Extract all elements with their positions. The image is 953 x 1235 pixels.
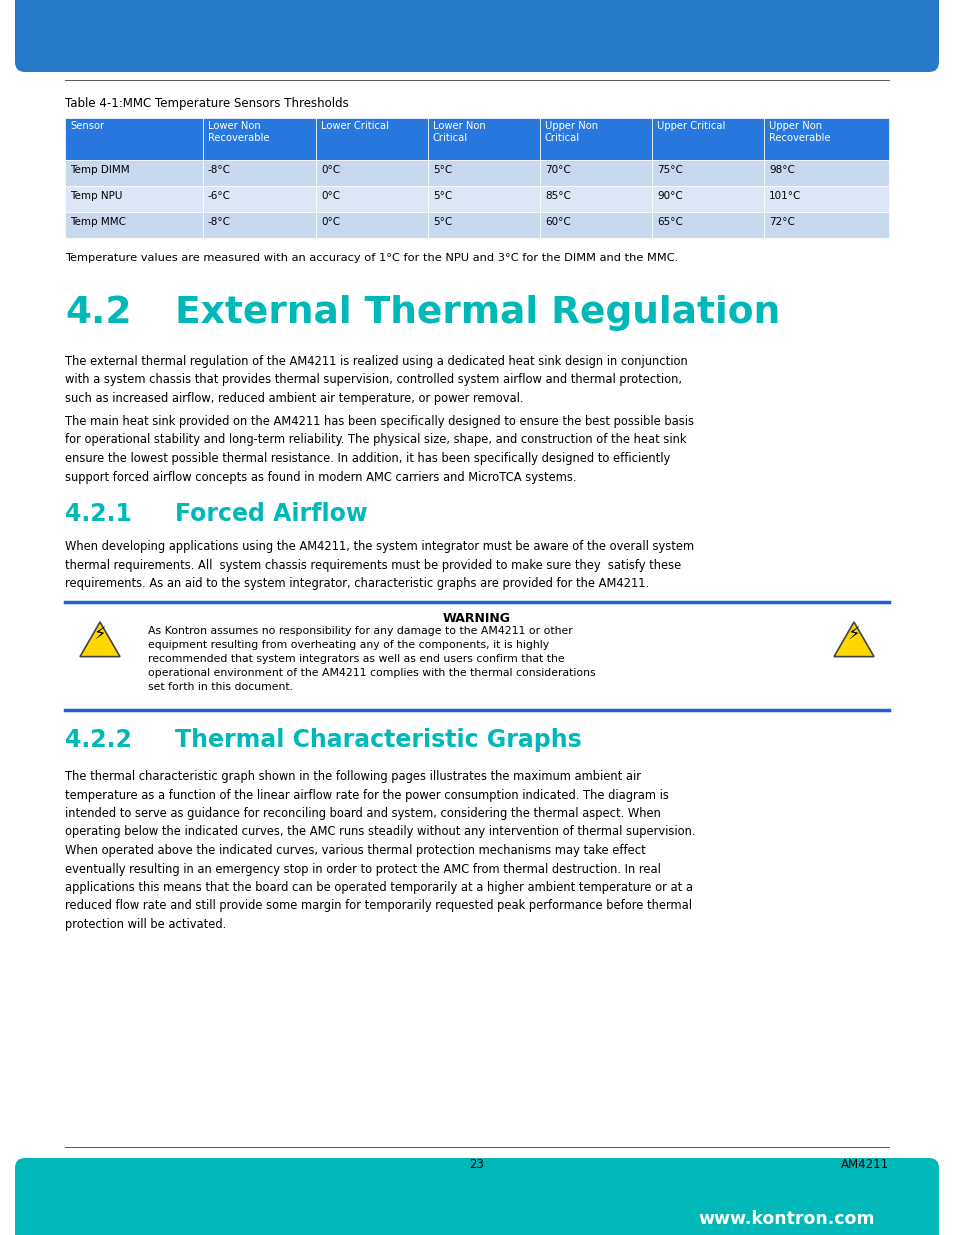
Polygon shape [80,622,120,657]
Text: -8°C: -8°C [208,217,231,227]
Bar [65,119,203,161]
Bar [315,119,428,161]
Text: 75°C: 75°C [657,165,682,175]
Text: AM4211: AM4211 [840,1158,888,1171]
Bar [651,212,763,238]
Text: 5°C: 5°C [433,217,452,227]
Text: The thermal characteristic graph shown in the following pages illustrates the ma: The thermal characteristic graph shown i… [65,769,695,931]
Bar [428,119,539,161]
Text: Table 4-1:MMC Temperature Sensors Thresholds: Table 4-1:MMC Temperature Sensors Thresh… [65,98,349,110]
Text: Upper Non
Recoverable: Upper Non Recoverable [768,121,830,143]
Text: WARNING: WARNING [442,613,511,625]
Text: 4.2: 4.2 [65,295,132,331]
Text: Sensor: Sensor [70,121,104,131]
Bar [763,161,888,186]
Text: www.kontron.com: www.kontron.com [698,1210,874,1228]
Text: 23: 23 [469,1158,484,1171]
Bar [315,212,428,238]
Bar [428,186,539,212]
Text: Temperature values are measured with an accuracy of 1°C for the NPU and 3°C for : Temperature values are measured with an … [65,253,678,263]
Text: Temp MMC: Temp MMC [70,217,126,227]
Bar [539,186,651,212]
Text: Forced Airflow: Forced Airflow [174,501,367,526]
Text: 0°C: 0°C [320,217,340,227]
Text: Upper Non
Critical: Upper Non Critical [544,121,598,143]
Bar [428,212,539,238]
Text: The main heat sink provided on the AM4211 has been specifically designed to ensu: The main heat sink provided on the AM421… [65,415,693,483]
Text: Thermal Characteristic Graphs: Thermal Characteristic Graphs [174,727,581,752]
Text: 90°C: 90°C [657,191,682,201]
Text: 101°C: 101°C [768,191,801,201]
Text: The external thermal regulation of the AM4211 is realized using a dedicated heat: The external thermal regulation of the A… [65,354,687,405]
Bar [539,212,651,238]
Bar [203,161,315,186]
Bar [763,186,888,212]
Text: When developing applications using the AM4211, the system integrator must be awa: When developing applications using the A… [65,540,694,590]
Text: 0°C: 0°C [320,165,340,175]
Text: 98°C: 98°C [768,165,794,175]
Text: -6°C: -6°C [208,191,231,201]
Polygon shape [833,622,873,657]
Bar [315,161,428,186]
Bar [203,119,315,161]
Text: 5°C: 5°C [433,191,452,201]
Text: 85°C: 85°C [544,191,570,201]
Bar [65,186,203,212]
Bar [763,119,888,161]
Bar [539,161,651,186]
Text: 70°C: 70°C [544,165,570,175]
Bar [315,186,428,212]
Bar [65,212,203,238]
Bar [65,161,203,186]
Text: Upper Critical: Upper Critical [657,121,724,131]
Text: 4.2.1: 4.2.1 [65,501,132,526]
Text: 0°C: 0°C [320,191,340,201]
Bar [763,212,888,238]
Text: 65°C: 65°C [657,217,682,227]
Bar [651,161,763,186]
Text: External Thermal Regulation: External Thermal Regulation [174,295,780,331]
Text: As Kontron assumes no responsibility for any damage to the AM4211 or other
equip: As Kontron assumes no responsibility for… [148,626,595,692]
Text: ⚡: ⚡ [93,626,106,645]
FancyBboxPatch shape [15,1158,938,1235]
Bar [539,119,651,161]
Text: 60°C: 60°C [544,217,570,227]
Text: 5°C: 5°C [433,165,452,175]
Bar [428,161,539,186]
Text: Lower Non
Recoverable: Lower Non Recoverable [208,121,269,143]
Bar [651,119,763,161]
Text: Lower Non
Critical: Lower Non Critical [433,121,485,143]
Text: 4.2.2: 4.2.2 [65,727,132,752]
Text: Temp DIMM: Temp DIMM [70,165,130,175]
Bar [203,186,315,212]
FancyBboxPatch shape [15,0,938,72]
Bar [651,186,763,212]
Bar [203,212,315,238]
Text: Temp NPU: Temp NPU [70,191,122,201]
Text: -8°C: -8°C [208,165,231,175]
Text: 72°C: 72°C [768,217,794,227]
Text: ⚡: ⚡ [847,626,860,645]
Text: Lower Critical: Lower Critical [320,121,389,131]
